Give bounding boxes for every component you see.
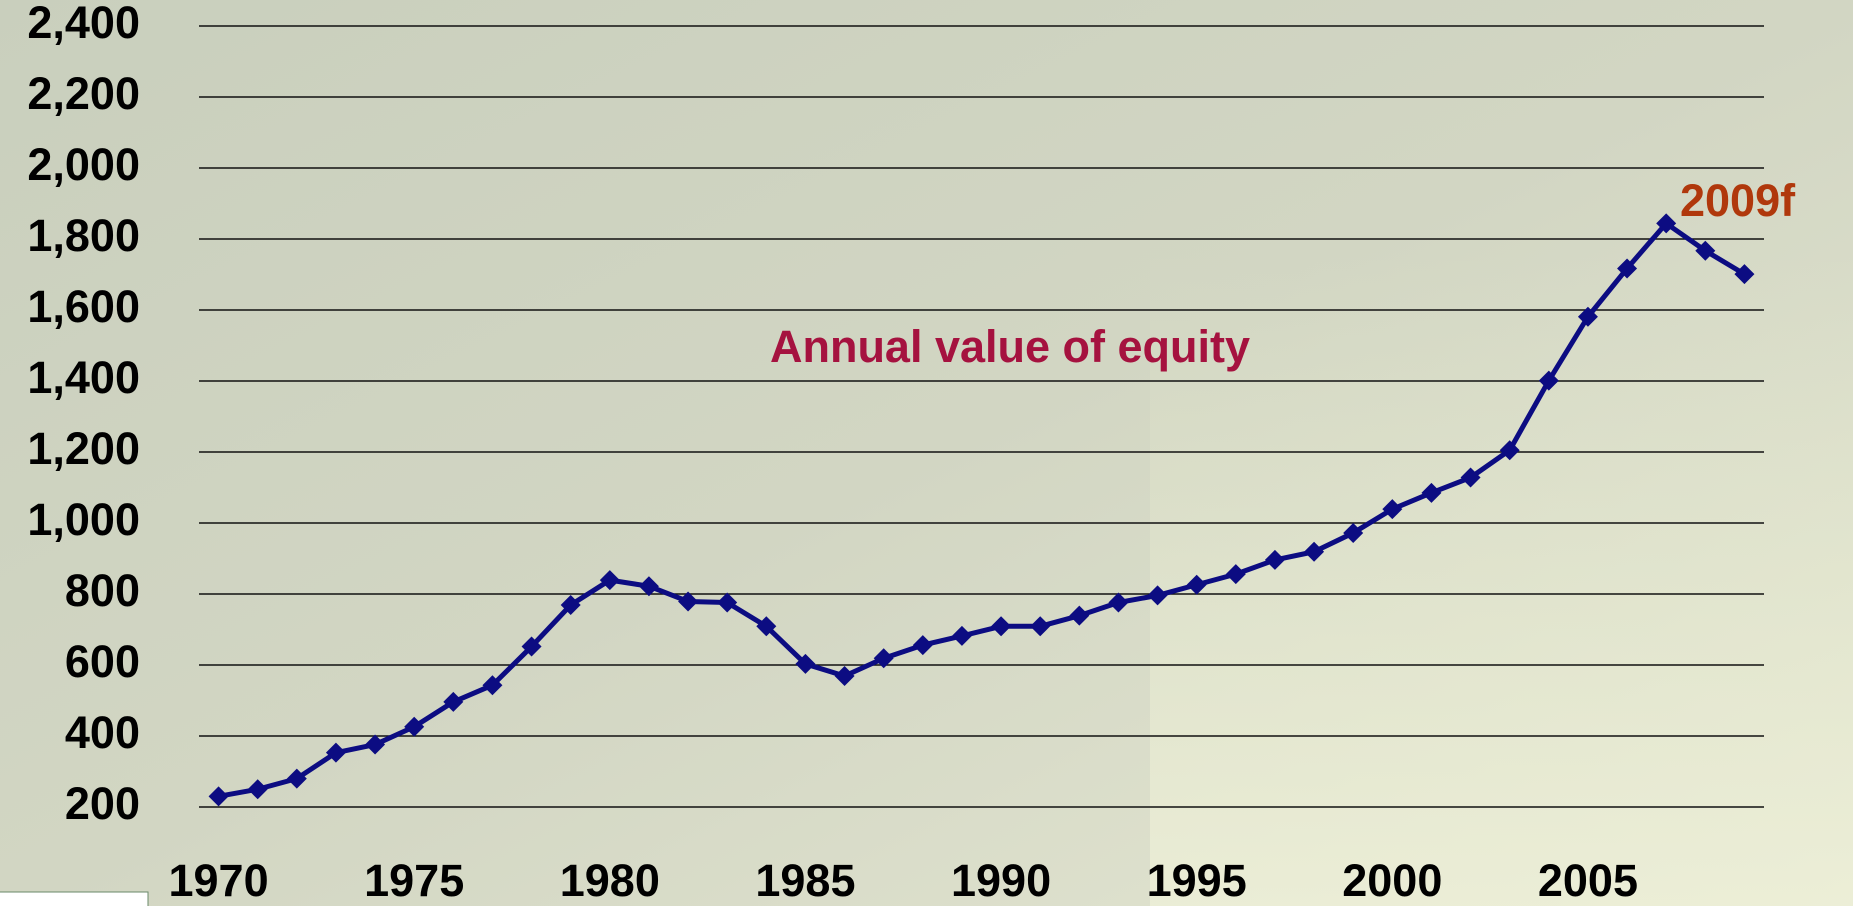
y-tick-label: 200 xyxy=(65,778,140,829)
y-tick-label: 1,200 xyxy=(27,423,140,474)
chart: Annual value of equity 2009f 200 400 600 80… xyxy=(0,0,1853,906)
y-tick-label: 400 xyxy=(65,707,140,758)
y-tick-label: 600 xyxy=(65,636,140,687)
y-tick-label: 1,400 xyxy=(27,352,140,403)
x-tick-label: 1990 xyxy=(951,855,1051,906)
annotation: Annual value of equity xyxy=(770,321,1250,372)
x-tick-label: 1970 xyxy=(169,855,269,906)
y-tick-label: 1,800 xyxy=(27,210,140,261)
page: Annual value of equity 2009f 200 400 600 80… xyxy=(0,0,1853,906)
y-tick-label: 2,200 xyxy=(27,68,140,119)
x-tick-label: 2005 xyxy=(1538,855,1638,906)
y-tick-label: 800 xyxy=(65,565,140,616)
x-tick-label: 1975 xyxy=(364,855,464,906)
y-tick-label: 1,000 xyxy=(27,494,140,545)
annotation: 2009f xyxy=(1680,175,1796,226)
x-tick-label: 1985 xyxy=(755,855,855,906)
x-tick-label: 1995 xyxy=(1147,855,1247,906)
corner-box xyxy=(0,892,148,906)
y-tick-label: 2,400 xyxy=(27,0,140,48)
x-tick-label: 2000 xyxy=(1342,855,1442,906)
x-tick-label: 1980 xyxy=(560,855,660,906)
y-tick-label: 2,000 xyxy=(27,139,140,190)
y-tick-label: 1,600 xyxy=(27,281,140,332)
